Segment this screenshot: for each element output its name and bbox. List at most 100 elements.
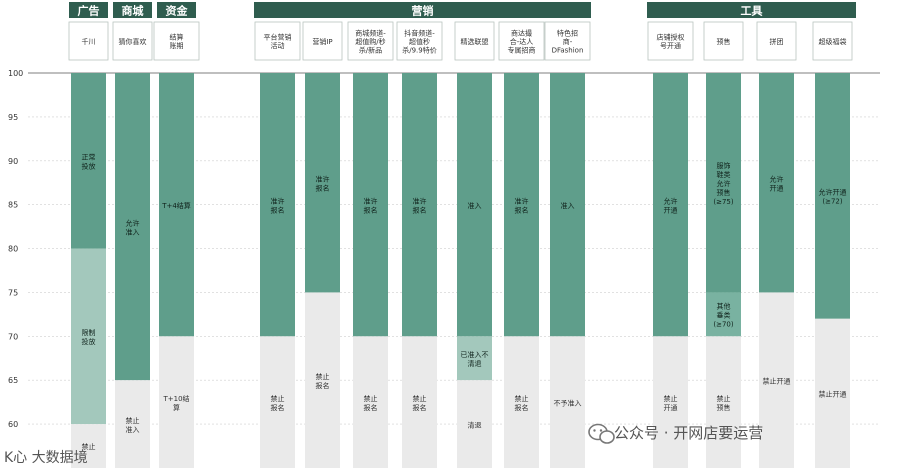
bar-segment (550, 336, 585, 468)
column-header-box (153, 21, 200, 61)
bar-segment (402, 73, 437, 337)
wechat-icon (588, 423, 615, 444)
column-header-label: 特色招商-DFashion (552, 28, 584, 54)
bar-segment (815, 73, 850, 319)
y-tick-label: 85 (8, 201, 18, 210)
watermark-layer: 公众号 · 开网店要运营 K心 大数据境 (4, 423, 763, 466)
column-header-label: 千川 (82, 37, 96, 46)
group-header-bar (69, 2, 108, 18)
segment-label: 正常投放 (82, 152, 96, 170)
bar-segment (706, 292, 741, 337)
bar-segment (504, 336, 539, 468)
bar-segment (653, 73, 688, 337)
bar-segment (759, 73, 794, 293)
y-tick-label: 60 (8, 420, 18, 429)
column-header-box (68, 21, 109, 61)
column-header-box (112, 21, 153, 61)
column-header-box (498, 21, 545, 61)
segment-label: 禁止开通 (664, 394, 678, 412)
bar-segment (353, 336, 388, 468)
group-header-label: 工具 (741, 5, 763, 18)
column-header-box (396, 21, 443, 61)
y-tick-label: 90 (8, 157, 18, 166)
group-header-label: 营销 (412, 4, 434, 18)
column-header-label: 拼团 (770, 37, 784, 46)
column-header-box (812, 21, 853, 61)
y-tick-label: 70 (8, 332, 18, 341)
bar-segment (815, 318, 850, 468)
column-header-box (703, 21, 744, 61)
group-header-label: 资金 (166, 4, 189, 18)
column-header-label: 抖音频道-超值秒杀/9.9特价 (402, 28, 437, 54)
segment-label: 清退 (468, 420, 482, 429)
segment-label: 禁止报名 (413, 394, 427, 412)
y-tick-label: 75 (8, 288, 18, 297)
bar-segment (504, 73, 539, 337)
bars-layer (71, 73, 850, 468)
column-header-label: 商达撮合-达人专属招商 (508, 28, 536, 54)
column-header-box (647, 21, 694, 61)
column-header-label: 店铺授权号开通 (657, 33, 685, 51)
group-header-bar (254, 2, 591, 18)
ticks-layer: 100 95 90 85 80 75 70 65 60 (8, 69, 23, 429)
bar-segment (653, 336, 688, 468)
column-header-box (756, 21, 797, 61)
column-header-box (254, 21, 301, 61)
segment-label: 禁止准入 (126, 416, 140, 434)
bar-segment (706, 336, 741, 468)
column-header-label: 超级福袋 (819, 37, 847, 46)
bar-segment (71, 424, 106, 468)
segment-label: 禁止报名 (271, 394, 285, 412)
bar-segment (759, 292, 794, 468)
column-header-label: 平台营销活动 (264, 33, 292, 51)
segment-label: 禁止开通 (763, 376, 791, 385)
segment-label: 禁止报名 (515, 394, 529, 412)
bar-segment (115, 73, 150, 381)
segment-label: 已准入不清退 (461, 350, 489, 368)
column-header-box (454, 21, 495, 61)
column-header-box (544, 21, 591, 61)
bar-segment (457, 380, 492, 468)
bar-segment (550, 73, 585, 337)
header-layer: 千川 猜你喜欢 结算账期 平台营销活动 营销IP 商城频道-超值购/秒杀/新品抖音频道-超… (68, 2, 856, 61)
y-tick-label: 65 (8, 376, 18, 385)
segment-label: 准许报名 (271, 196, 285, 214)
column-header-label: 营销IP (312, 37, 332, 46)
y-tick-label: 95 (8, 113, 18, 122)
bar-segment (71, 73, 106, 249)
segment-label: 准许报名 (316, 174, 330, 192)
segment-label: T+10结算 (162, 394, 189, 412)
segment-label: 准许报名 (413, 196, 427, 214)
bar-segment (353, 73, 388, 337)
segment-label: 不予准入 (554, 398, 582, 407)
segment-label: 准入 (468, 201, 482, 210)
watermark-right: 公众号 · 开网店要运营 (614, 424, 763, 442)
segment-label: T+4结算 (161, 201, 191, 210)
segment-label: 允许开通(≥72) (819, 188, 847, 206)
segment-label: 限制投放 (82, 328, 96, 346)
group-header-bar (647, 2, 856, 18)
group-header-label: 广告 (78, 4, 100, 18)
column-header-label: 精选联盟 (461, 37, 489, 46)
bar-segment (457, 73, 492, 337)
column-header-box (302, 21, 343, 61)
group-header-label: 商城 (122, 4, 144, 18)
group-header-bar (113, 2, 152, 18)
bar-segment (706, 73, 741, 293)
segment-label: 允许开通 (664, 196, 678, 214)
bar-segment (305, 73, 340, 293)
bar-segment (305, 292, 340, 468)
bar-segment (71, 248, 106, 425)
column-header-label: 结算账期 (170, 33, 184, 51)
column-header-box (347, 21, 394, 61)
segment-label: 准许报名 (515, 196, 529, 214)
bar-segment (159, 73, 194, 337)
segment-label: 允许开通 (770, 174, 784, 192)
bar-segment (402, 336, 437, 468)
bar-segment (115, 380, 150, 468)
segment-label: 禁止开通 (819, 390, 847, 399)
segment-label: 允许准入 (126, 218, 140, 236)
column-header-label: 猜你喜欢 (119, 37, 147, 46)
y-tick-label: 100 (8, 69, 23, 78)
